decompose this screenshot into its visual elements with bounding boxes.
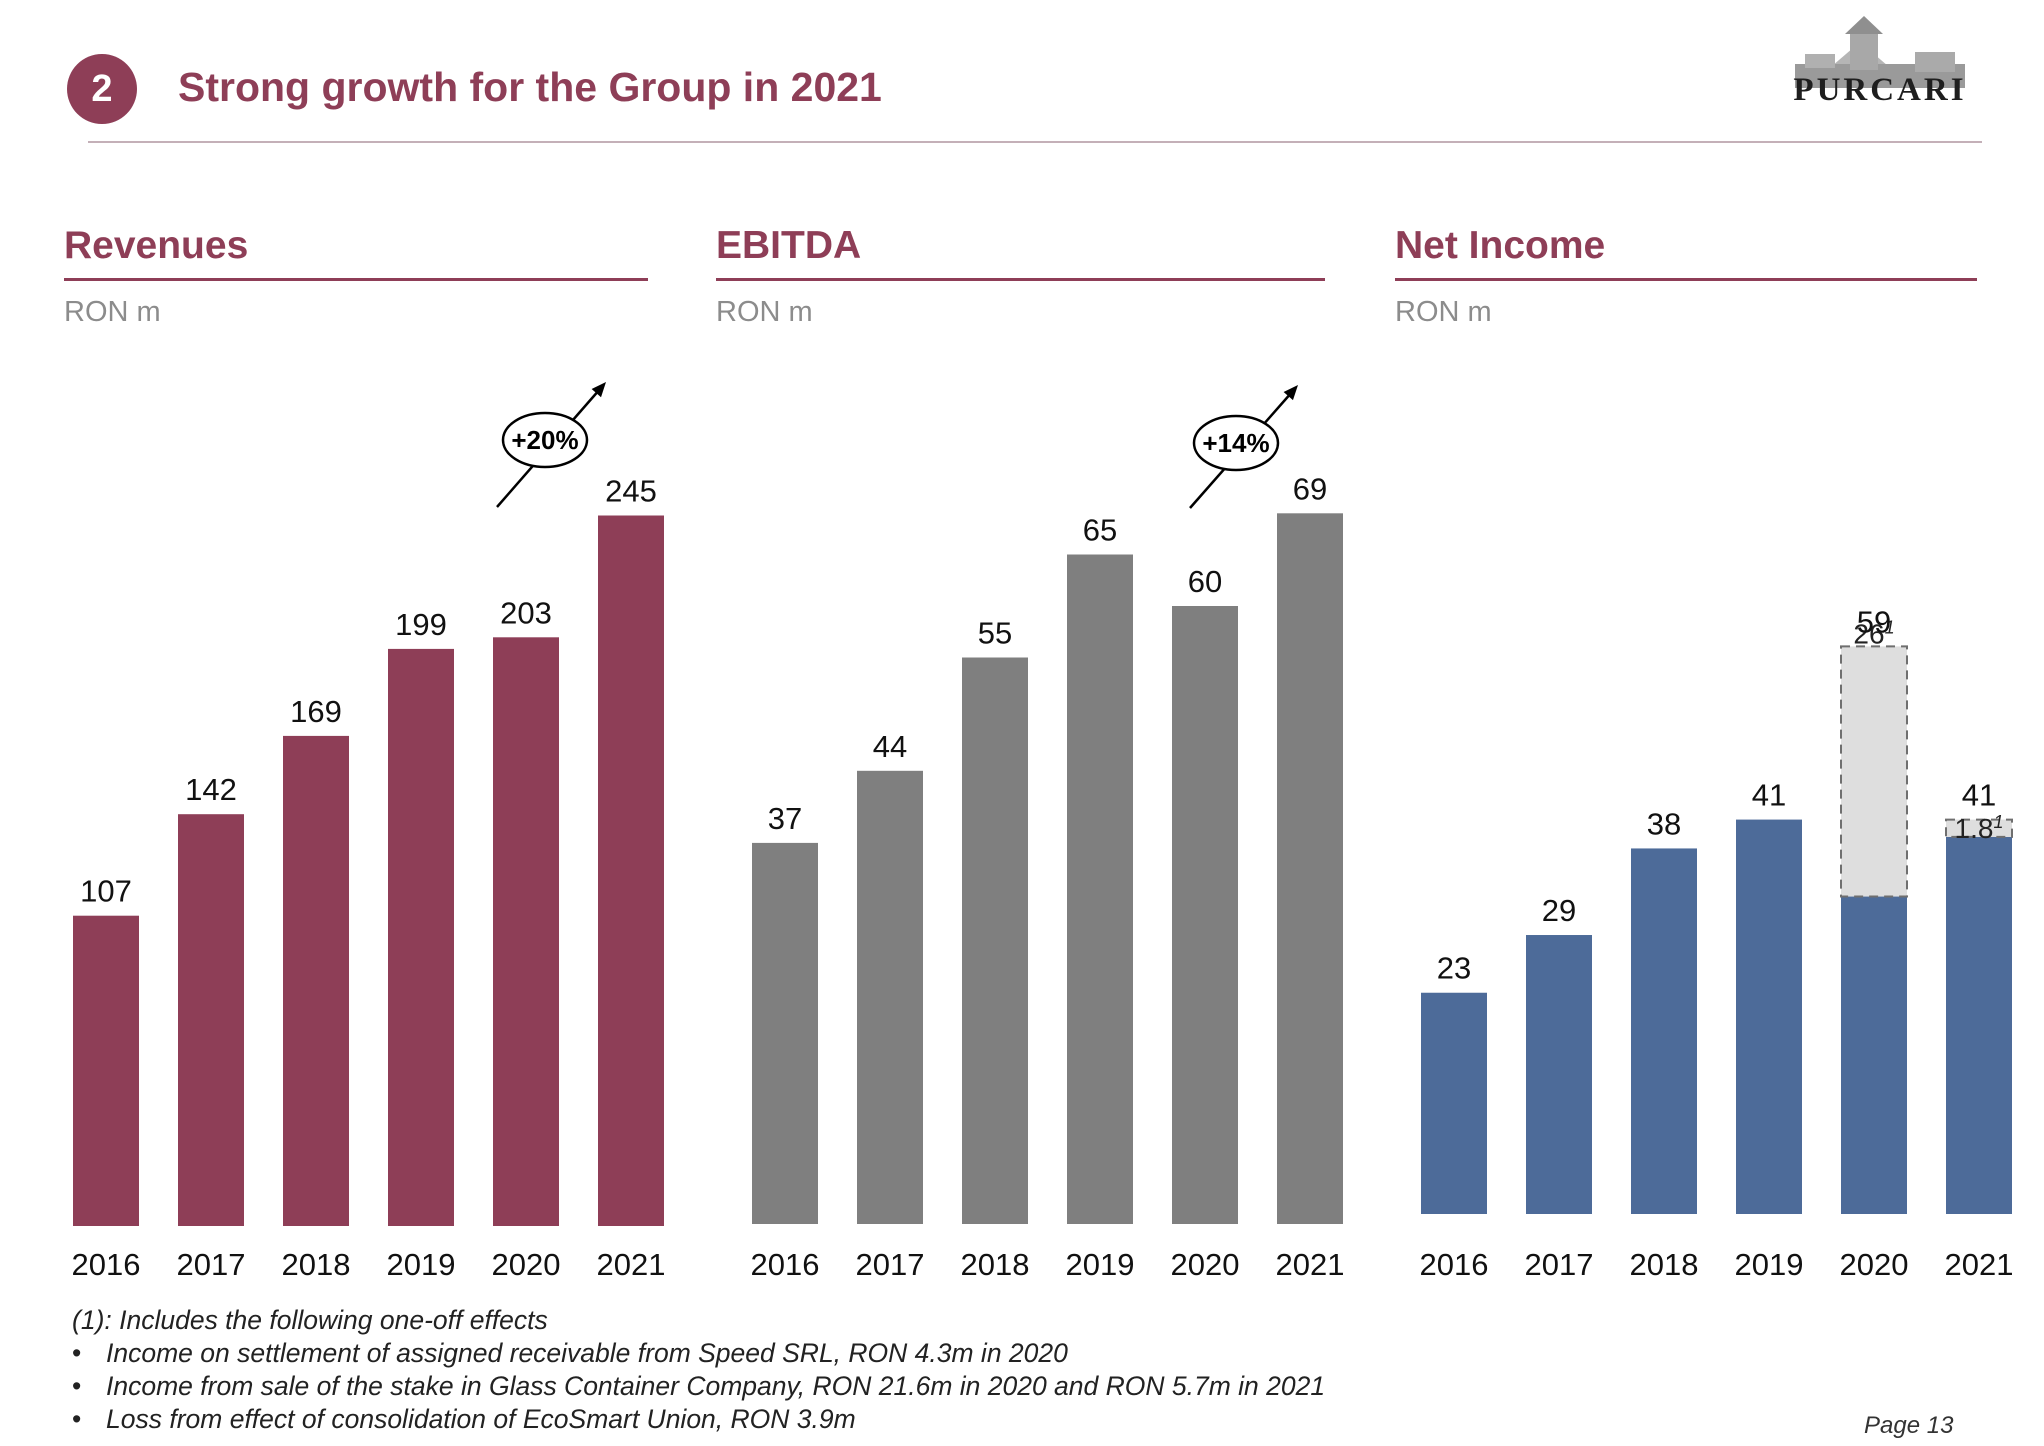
bar — [962, 657, 1028, 1224]
x-tick-label: 2020 — [1171, 1247, 1240, 1282]
x-tick-label: 2017 — [177, 1247, 246, 1282]
x-tick-label: 2017 — [856, 1247, 925, 1282]
data-label: 69 — [1293, 471, 1327, 506]
growth-badge — [501, 411, 589, 469]
growth-label: +20% — [511, 425, 578, 455]
data-label: 107 — [80, 874, 132, 909]
bar — [178, 814, 244, 1226]
data-label: 245 — [605, 474, 657, 509]
panel-rule-revenues — [64, 278, 648, 281]
x-tick-label: 2018 — [282, 1247, 351, 1282]
x-tick-label: 2020 — [492, 1247, 561, 1282]
data-label: 169 — [290, 694, 342, 729]
x-tick-label: 2021 — [597, 1247, 666, 1282]
footnote-item: Income on settlement of assigned receiva… — [72, 1337, 1325, 1370]
data-label: 41 — [1962, 778, 1996, 813]
unit-label-ebitda: RON m — [716, 296, 813, 328]
section-number: 2 — [91, 67, 113, 110]
header-divider — [88, 141, 1982, 143]
one-off-bar — [1945, 818, 2013, 838]
bar — [1946, 836, 2012, 1214]
bar — [1736, 819, 1802, 1214]
data-label: 55 — [978, 616, 1012, 651]
bar — [1526, 935, 1592, 1214]
x-tick-label: 2019 — [387, 1247, 456, 1282]
x-tick-label: 2016 — [1420, 1247, 1489, 1282]
bar — [1277, 513, 1343, 1224]
bar — [1172, 606, 1238, 1224]
panel-title-ebitda: EBITDA — [716, 224, 862, 267]
data-label: 199 — [395, 607, 447, 642]
footnote-item: Income from sale of the stake in Glass C… — [72, 1370, 1325, 1403]
data-label: 59 — [1857, 604, 1891, 639]
x-tick-label: 2016 — [751, 1247, 820, 1282]
charts-area: 107 2016 142 2017 169 2018 199 2019 203 2020 245 20… — [72, 382, 2014, 1282]
growth-arrow-head — [1283, 385, 1298, 401]
footnote-item: Loss from effect of consolidation of Eco… — [72, 1403, 1325, 1436]
panel-rule-ebitda — [716, 278, 1325, 281]
growth-badge — [1192, 414, 1280, 472]
bar — [283, 735, 349, 1226]
data-label: 142 — [185, 772, 237, 807]
growth-label: +14% — [1202, 428, 1269, 458]
data-label: 41 — [1752, 778, 1786, 813]
data-label: 23 — [1437, 951, 1471, 986]
x-tick-label: 2019 — [1066, 1247, 1135, 1282]
bar — [1631, 848, 1697, 1214]
footnote-intro: (1): Includes the following one-off effe… — [72, 1305, 548, 1335]
x-tick-label: 2021 — [1276, 1247, 1345, 1282]
growth-arrow-head — [591, 382, 606, 398]
bar — [73, 915, 139, 1226]
bar — [1421, 992, 1487, 1214]
bar — [598, 515, 664, 1226]
one-off-bar — [1840, 645, 1908, 898]
page-title: Strong growth for the Group in 2021 — [178, 64, 882, 110]
data-label: 38 — [1647, 806, 1681, 841]
x-tick-label: 2017 — [1525, 1247, 1594, 1282]
logo-text: PURCARI — [1793, 72, 1967, 108]
panel-title-net-income: Net Income — [1395, 224, 1606, 267]
data-label: 65 — [1083, 513, 1117, 548]
x-tick-label: 2018 — [961, 1247, 1030, 1282]
x-tick-label: 2020 — [1840, 1247, 1909, 1282]
unit-label-revenues: RON m — [64, 296, 161, 328]
panel-rule-net-income — [1395, 278, 1977, 281]
x-tick-label: 2018 — [1630, 1247, 1699, 1282]
bar — [1841, 896, 1907, 1214]
footnote: (1): Includes the following one-off effe… — [72, 1304, 1325, 1436]
data-label: 44 — [873, 729, 907, 764]
x-tick-label: 2016 — [72, 1247, 141, 1282]
data-label: 60 — [1188, 564, 1222, 599]
section-number-badge: 2 — [67, 54, 137, 124]
bar — [752, 842, 818, 1224]
bar — [388, 648, 454, 1226]
purcari-logo-icon — [1795, 16, 1965, 88]
bar — [857, 770, 923, 1224]
data-label: 37 — [768, 801, 802, 836]
data-label: 29 — [1542, 893, 1576, 928]
x-tick-label: 2019 — [1735, 1247, 1804, 1282]
bar — [1067, 554, 1133, 1224]
panel-title-revenues: Revenues — [64, 224, 249, 267]
unit-label-net-income: RON m — [1395, 296, 1492, 328]
data-label: 203 — [500, 595, 552, 630]
page-number: Page 13 — [1864, 1412, 1954, 1439]
bar — [493, 637, 559, 1226]
x-tick-label: 2021 — [1945, 1247, 2014, 1282]
